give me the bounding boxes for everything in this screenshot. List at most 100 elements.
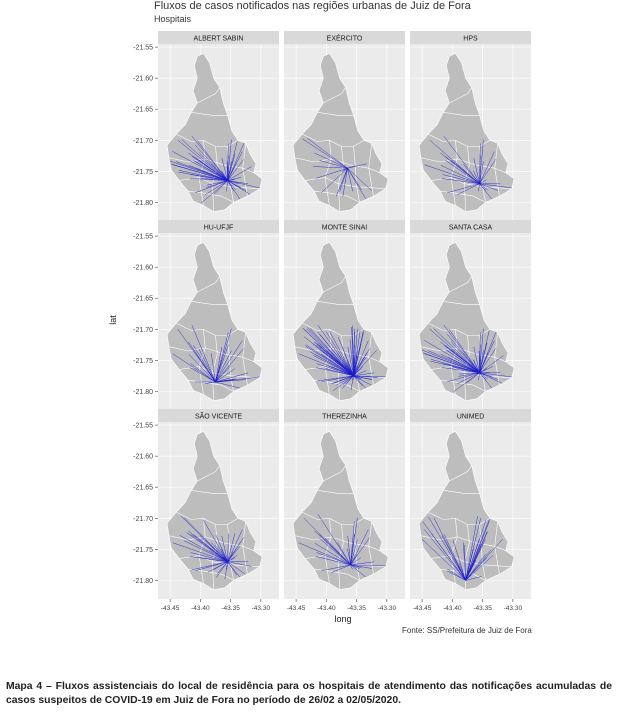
flow-line	[227, 155, 229, 181]
flow-line	[209, 550, 228, 562]
facet-strip-label: UNIMED	[457, 414, 485, 421]
flow-line	[350, 561, 375, 566]
flow-line	[319, 534, 351, 566]
flow-line	[227, 557, 235, 562]
flow-line	[473, 359, 480, 373]
x-tick-label: -43.30	[252, 605, 271, 612]
flow-line	[309, 351, 354, 377]
flow-line	[465, 548, 474, 581]
flow-line	[215, 346, 223, 383]
flow-line	[465, 539, 480, 581]
facet-exercito: EXÉRCITO	[284, 31, 405, 221]
region-border	[428, 322, 491, 336]
facet-strip	[158, 220, 279, 233]
region-border	[188, 568, 234, 581]
region-border	[314, 568, 360, 581]
city-region-map	[418, 52, 515, 213]
flow-line	[349, 339, 354, 376]
region-border	[176, 322, 239, 336]
flow-line	[216, 561, 228, 578]
flow-line	[331, 564, 351, 573]
flow-line	[448, 328, 480, 373]
flow-line	[339, 168, 348, 192]
flow-line	[316, 552, 351, 566]
region-border	[198, 518, 206, 584]
flow-line	[215, 359, 222, 383]
flow-line	[298, 542, 351, 566]
x-tick-label: -43.45	[161, 605, 180, 612]
figure-caption: Mapa 4 – Fluxos assistenciais do local d…	[6, 681, 612, 706]
flow-line	[172, 542, 228, 562]
flow-line	[200, 177, 228, 181]
facet-strip	[284, 31, 405, 44]
region-border	[449, 87, 472, 104]
flow-line	[479, 183, 499, 191]
facet-strip-label: SANTA CASA	[449, 225, 493, 232]
region-border	[428, 133, 491, 147]
flow-line	[320, 168, 348, 194]
region-border	[242, 143, 248, 197]
region-border	[317, 490, 354, 494]
flow-line	[227, 180, 240, 200]
region-border	[242, 332, 248, 386]
flow-lines	[172, 515, 252, 580]
region-border	[449, 276, 472, 293]
y-tick-label: -21.75	[133, 547, 153, 554]
flow-line	[190, 174, 228, 181]
flow-line	[479, 179, 487, 184]
flow-line	[341, 167, 348, 172]
y-tick-label: -21.75	[133, 169, 153, 176]
flow-line	[172, 164, 228, 181]
flow-line	[479, 183, 512, 189]
flow-line	[227, 153, 236, 181]
flow-line	[465, 554, 486, 581]
facet-strip	[410, 31, 531, 44]
flow-line	[443, 136, 480, 184]
flow-line	[353, 350, 377, 377]
y-tick-label: -21.60	[133, 265, 153, 272]
region-border	[302, 322, 365, 336]
flow-line	[227, 177, 242, 181]
region-border	[294, 157, 380, 173]
region-border	[323, 276, 346, 293]
flow-line	[465, 531, 488, 581]
flow-line	[353, 340, 369, 376]
flow-line	[479, 183, 488, 191]
flow-line	[227, 166, 252, 181]
flow-line	[336, 375, 354, 386]
region-border	[179, 366, 260, 378]
flow-line	[215, 368, 236, 383]
flow-line	[215, 544, 228, 562]
flow-line	[479, 161, 484, 184]
flow-line	[188, 341, 216, 383]
y-tick-label: -21.70	[133, 516, 153, 523]
y-tick-label: -21.80	[133, 200, 153, 207]
flow-line	[316, 345, 354, 377]
flow-line	[191, 325, 216, 383]
flow-line	[227, 545, 241, 562]
city-region-map	[166, 241, 263, 402]
flow-line	[211, 353, 216, 383]
facet-hps: HPS	[410, 31, 531, 221]
facet-therezinha: THEREZINHA -43.45 -43.40 -43.35 -43.30	[284, 409, 405, 612]
facet-hu-ufjf: HU-UFJF -21.55 -21.60 -21.65 -21.70 -21.75 -21…	[133, 220, 279, 410]
facet-strip-label: MONTE SINAI	[322, 225, 368, 232]
region-border	[440, 568, 486, 581]
flow-line	[443, 534, 466, 581]
y-tick-label: -21.55	[133, 423, 153, 430]
x-axis-label: long	[334, 614, 351, 624]
flow-line	[353, 330, 361, 376]
flow-line	[227, 180, 260, 189]
flow-line	[421, 538, 466, 581]
flow-line	[352, 325, 354, 376]
flow-lines	[298, 514, 386, 578]
flow-line	[220, 550, 228, 562]
flow-line	[479, 372, 512, 378]
flow-line	[429, 139, 480, 184]
flow-line	[316, 363, 354, 377]
flow-line	[227, 533, 236, 562]
flow-line	[479, 372, 493, 378]
flow-line	[342, 168, 348, 197]
y-tick-label: -21.55	[133, 234, 153, 241]
flow-lines	[169, 136, 260, 203]
